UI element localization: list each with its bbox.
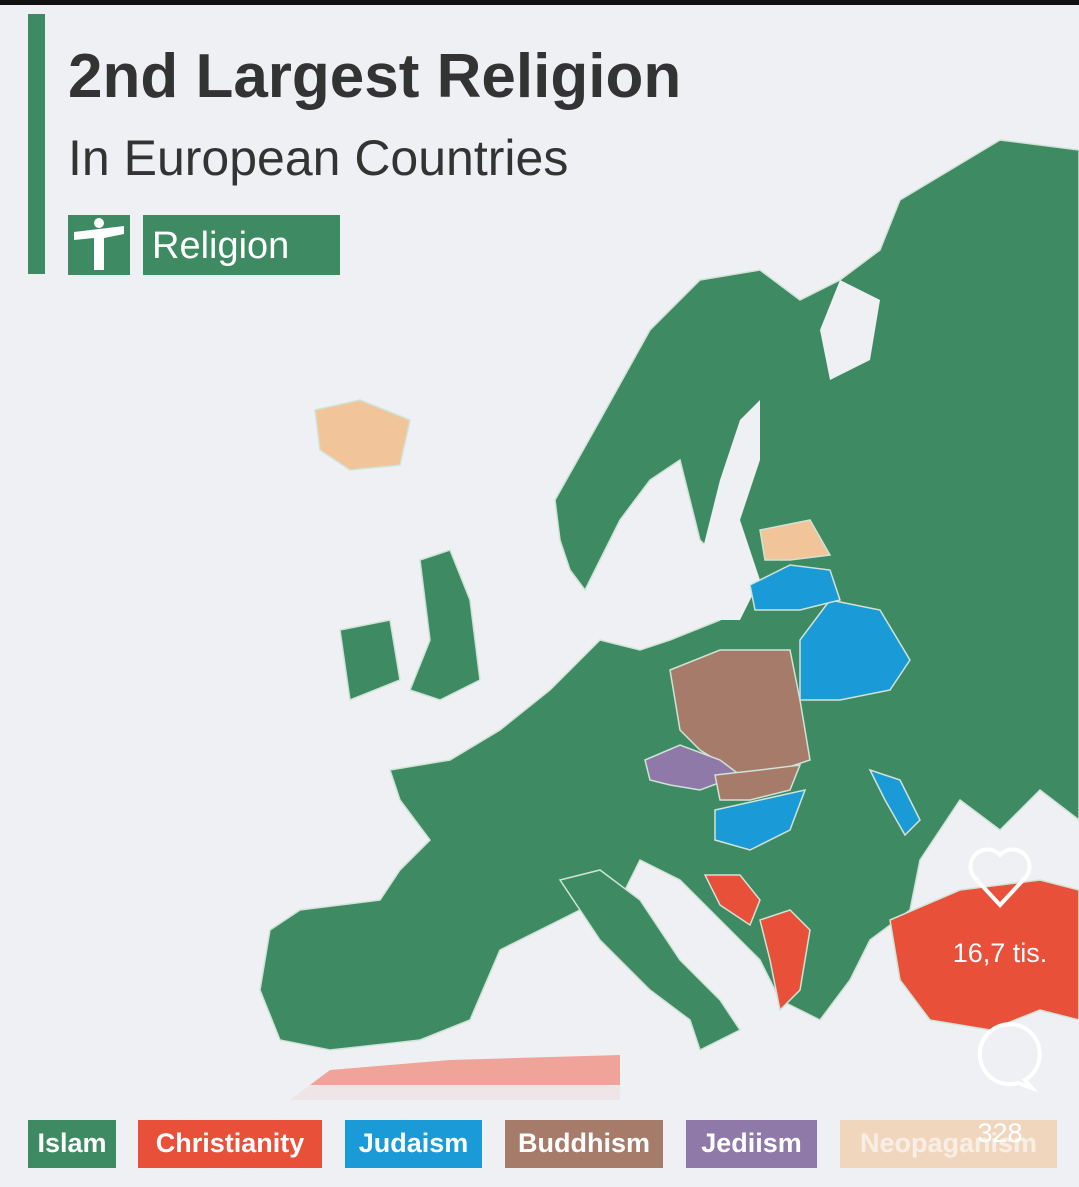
top-bar [0, 0, 1079, 5]
legend-label: Islam [37, 1128, 106, 1158]
badge-icon [68, 215, 130, 275]
legend-swatch [505, 1120, 663, 1168]
legend-swatch [345, 1120, 482, 1168]
badge-box [143, 215, 340, 275]
subtitle: In European Countries [68, 130, 568, 186]
legend-label: Neopaganism [860, 1128, 1037, 1158]
legend-label: Christianity [156, 1128, 305, 1158]
map [259, 139, 1079, 1100]
legend-label: Judaism [359, 1128, 469, 1158]
legend: Islam Christianity Judaism Buddhism Jediism N… [28, 1120, 1057, 1168]
legend-swatch [686, 1120, 817, 1168]
legend-swatch [138, 1120, 322, 1168]
badge-label: Religion [152, 225, 289, 267]
comment-count: 328 [977, 1118, 1022, 1148]
legend-swatch [840, 1120, 1057, 1168]
comment-icon[interactable] [977, 1022, 1042, 1093]
legend-swatch [28, 1120, 116, 1168]
like-count: 16,7 tis. [953, 938, 1048, 968]
legend-label: Jediism [701, 1128, 802, 1158]
accent-bar [28, 14, 45, 274]
like-icon[interactable] [968, 847, 1032, 908]
title: 2nd Largest Religion [68, 42, 681, 111]
legend-label: Buddhism [518, 1128, 650, 1158]
